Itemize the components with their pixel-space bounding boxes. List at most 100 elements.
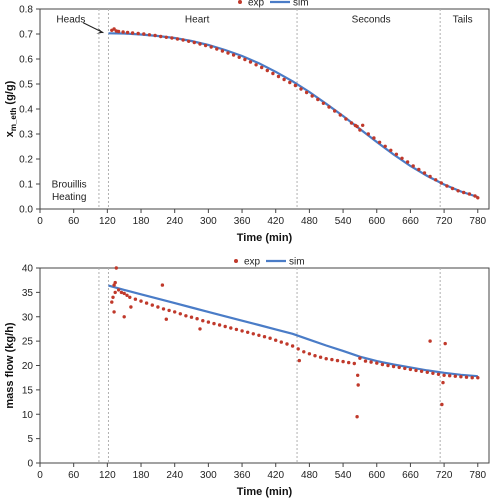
x-tick-label: 540 xyxy=(335,216,352,227)
y-axis-title: mass flow (kg/h) xyxy=(4,322,16,409)
y-tick-label: 20 xyxy=(22,361,34,372)
x-tick-label: 180 xyxy=(133,470,150,481)
data-point-exp xyxy=(122,291,126,296)
chart-mass-flow: 0 60 120 180 240 300 360 420 480 540 600 660 720 7800… xyxy=(4,257,490,498)
data-point-exp xyxy=(448,374,452,378)
data-point-exp xyxy=(121,30,125,34)
data-point-exp xyxy=(217,323,222,327)
data-point-exp xyxy=(128,295,132,299)
data-point-exp xyxy=(296,347,300,351)
data-point-exp xyxy=(372,136,376,140)
data-point-exp xyxy=(358,356,362,360)
data-point-exp xyxy=(110,300,114,304)
data-point-exp xyxy=(341,359,345,364)
stage-annotation: Heating xyxy=(52,192,86,203)
data-point-exp xyxy=(389,148,393,152)
x-tick-label: 480 xyxy=(301,216,318,227)
data-point-exp xyxy=(428,339,432,343)
data-point-exp xyxy=(425,370,429,374)
stage-annotation: Brouillis xyxy=(52,180,87,191)
data-point-exp xyxy=(375,361,379,365)
data-point-exp xyxy=(476,376,480,380)
data-point-exp xyxy=(257,333,261,337)
data-point-exp xyxy=(130,31,135,35)
data-point-exp xyxy=(299,87,303,91)
data-point-exp xyxy=(419,369,424,373)
data-point-exp xyxy=(352,361,356,366)
x-tick-label: 60 xyxy=(68,470,80,481)
data-point-exp xyxy=(324,357,328,361)
y-tick-label: 0.0 xyxy=(19,205,33,216)
data-point-exp xyxy=(316,97,320,102)
data-point-exp xyxy=(229,326,233,330)
data-point-exp xyxy=(285,342,289,346)
data-point-exp xyxy=(383,144,387,148)
data-point-exp xyxy=(234,327,239,332)
x-tick-label: 540 xyxy=(335,470,352,481)
legend-label-sim: sim xyxy=(293,0,309,9)
legend-marker-exp xyxy=(234,259,238,263)
data-point-exp xyxy=(161,307,166,311)
data-point-exp xyxy=(302,350,306,354)
x-tick-label: 780 xyxy=(469,470,486,481)
data-point-exp xyxy=(358,128,362,132)
data-point-exp xyxy=(313,354,317,358)
y-tick-label: 30 xyxy=(22,312,34,323)
data-point-exp xyxy=(310,94,314,98)
data-point-exp xyxy=(369,360,373,364)
data-point-exp xyxy=(476,196,480,200)
data-point-exp xyxy=(414,368,418,373)
heads-arrow-head xyxy=(96,27,104,34)
data-point-exp xyxy=(453,374,457,378)
data-point-exp xyxy=(417,167,421,172)
data-point-exp xyxy=(122,315,126,319)
x-axis-title: Time (min) xyxy=(237,486,293,498)
y-tick-label: 25 xyxy=(22,337,34,348)
data-point-exp xyxy=(459,375,463,379)
data-point-exp xyxy=(142,32,146,36)
x-tick-label: 360 xyxy=(234,216,251,227)
data-point-exp xyxy=(195,317,199,321)
x-tick-label: 780 xyxy=(469,216,486,227)
data-point-exp xyxy=(456,189,460,193)
data-point-exp xyxy=(144,301,149,305)
data-point-exp xyxy=(473,194,477,198)
x-tick-label: 420 xyxy=(267,470,284,481)
data-point-exp xyxy=(403,366,407,371)
y-tick-label: 0.1 xyxy=(19,180,33,191)
data-point-exp xyxy=(260,65,264,70)
data-point-exp xyxy=(441,380,445,385)
data-point-exp xyxy=(112,27,116,31)
y-axis-title-main: x xyxy=(4,130,16,137)
data-point-exp xyxy=(192,40,196,45)
data-point-exp xyxy=(445,184,449,188)
data-point-exp xyxy=(116,288,121,292)
data-point-exp xyxy=(147,33,152,37)
x-tick-label: 300 xyxy=(200,216,217,227)
x-axis-title: Time (min) xyxy=(237,232,293,244)
data-point-exp xyxy=(125,30,130,35)
stage-annotation: Heart xyxy=(185,15,210,26)
data-point-exp xyxy=(279,340,283,344)
x-tick-label: 660 xyxy=(402,470,419,481)
data-point-exp xyxy=(355,415,359,419)
data-point-exp xyxy=(290,344,295,348)
data-point-exp xyxy=(330,357,334,362)
x-tick-label: 600 xyxy=(368,470,385,481)
data-point-exp xyxy=(440,402,444,407)
data-point-exp xyxy=(408,367,413,372)
x-tick-label: 720 xyxy=(436,216,453,227)
data-point-exp xyxy=(356,373,360,377)
data-point-exp xyxy=(262,335,267,339)
data-point-exp xyxy=(265,68,269,73)
x-tick-label: 660 xyxy=(402,216,419,227)
data-point-exp xyxy=(153,33,157,38)
data-point-exp xyxy=(160,283,165,287)
y-tick-label: 15 xyxy=(22,385,34,396)
x-tick-label: 60 xyxy=(68,216,80,227)
stage-annotation: Seconds xyxy=(352,15,391,26)
data-point-exp xyxy=(116,29,121,34)
data-point-exp xyxy=(321,101,326,106)
y-tick-label: 0.6 xyxy=(19,55,33,66)
